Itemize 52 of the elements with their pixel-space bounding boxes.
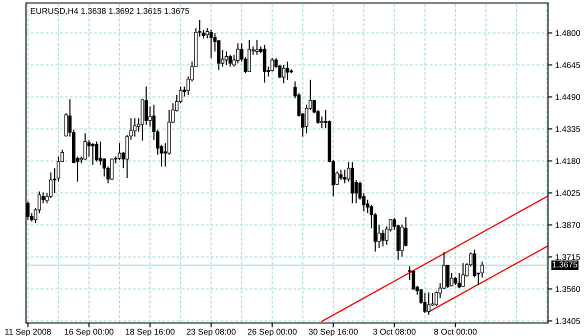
x-tick-label: 30 Sep 16:00 <box>308 328 358 336</box>
candlestick <box>282 64 286 84</box>
candlestick <box>343 169 346 184</box>
candlestick <box>56 156 60 182</box>
candlestick <box>224 50 228 66</box>
candlestick <box>339 169 343 180</box>
candlestick <box>404 216 408 247</box>
x-tick-label: 8 Oct 00:00 <box>434 328 477 335</box>
candlestick <box>412 270 416 290</box>
y-tick-label: 1.3870 <box>556 222 580 228</box>
y-tick-label: 1.4025 <box>556 190 580 196</box>
y-tick-label: 1.3715 <box>556 254 580 260</box>
candlestick <box>461 262 465 288</box>
candlestick <box>262 44 266 84</box>
y-tick-label: 1.4180 <box>556 158 580 164</box>
x-tick-label: 3 Oct 08:00 <box>373 328 416 335</box>
candlestick <box>255 39 259 56</box>
text: EURUSD,H4 1.3638 1.3692 1.3615 1.3675 <box>30 8 190 15</box>
candlestick <box>144 86 148 126</box>
y-tick-label: 1.4800 <box>556 30 580 36</box>
candlestick <box>133 118 136 138</box>
candlestick <box>427 292 430 316</box>
y-tick-label: 1.3560 <box>556 286 580 292</box>
candlestick <box>110 158 114 180</box>
x-tick-label: 16 Sep 00:00 <box>64 328 114 336</box>
candlestick <box>458 272 461 289</box>
y-tick-label: 1.4490 <box>556 94 580 100</box>
candlestick <box>118 142 122 160</box>
x-tick-label: 26 Sep 00:00 <box>248 328 297 336</box>
x-tick-label: 11 Sep 2008 <box>5 328 51 336</box>
y-tick-label: 1.3405 <box>556 318 580 324</box>
x-tick-label: 18 Sep 16:00 <box>126 328 175 336</box>
candlestick <box>286 61 290 80</box>
candlestick <box>480 261 484 278</box>
candlestick <box>236 42 240 64</box>
x-tick-label: 23 Sep 08:00 <box>186 328 236 336</box>
ref-line-label: 1.3675 <box>552 262 578 268</box>
candlestick <box>270 58 274 72</box>
candlestick <box>94 140 98 162</box>
candlestick <box>442 252 446 290</box>
candlestick <box>423 292 427 314</box>
y-tick-label: 1.4335 <box>556 126 580 132</box>
candlestick <box>209 29 213 59</box>
candlestick <box>98 140 102 166</box>
candlestick <box>446 264 450 289</box>
candlestick <box>228 54 232 68</box>
candlestick <box>304 104 308 134</box>
candlestick <box>83 132 87 160</box>
candlestick <box>248 39 251 72</box>
y-tick-label: 1.4645 <box>556 62 580 68</box>
candlestick <box>381 229 385 247</box>
candlestick <box>91 142 94 166</box>
